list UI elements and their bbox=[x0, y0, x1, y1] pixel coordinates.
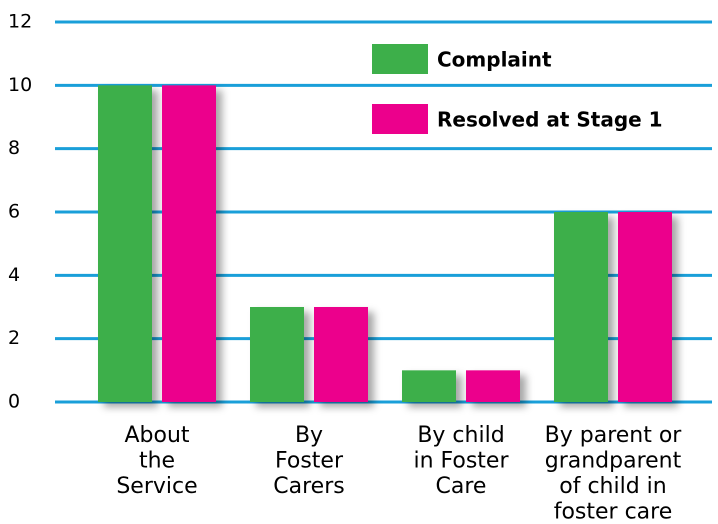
y-tick-label: 8 bbox=[8, 137, 20, 159]
legend-label: Resolved at Stage 1 bbox=[437, 108, 663, 132]
y-tick-label: 2 bbox=[8, 327, 20, 349]
legend-swatch bbox=[372, 44, 428, 74]
x-tick-label: By parent or bbox=[545, 423, 683, 448]
x-tick-label: of child in bbox=[559, 474, 666, 499]
y-tick-label: 12 bbox=[8, 11, 32, 33]
bar bbox=[466, 370, 520, 402]
bar bbox=[402, 370, 456, 402]
bar bbox=[162, 85, 216, 402]
x-tick-label: foster care bbox=[554, 500, 673, 524]
y-tick-label: 6 bbox=[8, 201, 20, 223]
x-tick-label: Service bbox=[116, 474, 197, 499]
x-tick-label: About bbox=[124, 423, 189, 448]
bar bbox=[98, 85, 152, 402]
x-tick-label: grandparent bbox=[545, 449, 682, 474]
x-tick-label: By bbox=[295, 423, 323, 448]
x-tick-label: Carers bbox=[273, 474, 344, 499]
x-tick-label: Foster bbox=[275, 449, 344, 474]
bar bbox=[618, 212, 672, 402]
legend-swatch bbox=[372, 104, 428, 134]
x-tick-label: in Foster bbox=[413, 449, 509, 474]
y-tick-label: 0 bbox=[8, 391, 20, 413]
x-tick-label: Care bbox=[436, 474, 487, 499]
y-tick-label: 10 bbox=[8, 74, 32, 96]
legend-label: Complaint bbox=[437, 48, 552, 72]
x-tick-label: By child bbox=[417, 423, 504, 448]
bar bbox=[250, 307, 304, 402]
bar bbox=[314, 307, 368, 402]
bar bbox=[554, 212, 608, 402]
y-tick-label: 4 bbox=[8, 264, 20, 286]
x-tick-label: the bbox=[139, 449, 175, 474]
